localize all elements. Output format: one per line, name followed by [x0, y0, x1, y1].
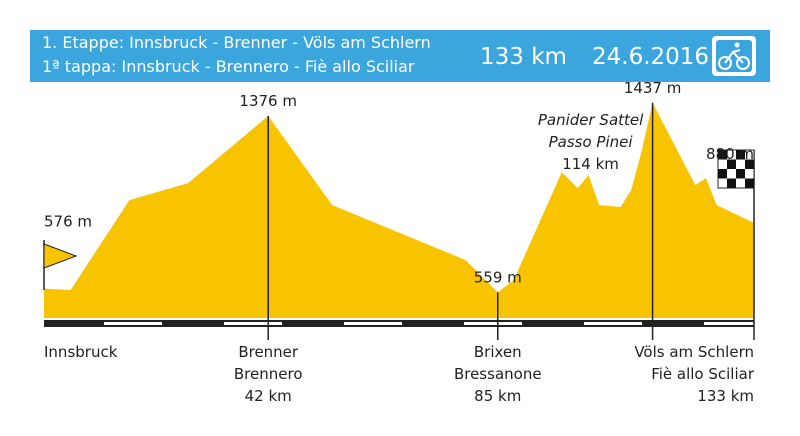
finish-check [718, 169, 727, 179]
summit-name: Panider Sattel [538, 111, 644, 129]
place-km: 42 km [245, 387, 292, 405]
finish-check [718, 150, 727, 160]
finish-check [745, 159, 754, 169]
elevation-label: 576 m [44, 213, 92, 231]
finish-check [736, 169, 745, 179]
place-km: 133 km [697, 387, 754, 405]
title-line-2: 1ª tappa: Innsbruck - Brennero - Fiè all… [42, 57, 415, 76]
elevation-label: 880 m [706, 145, 754, 163]
finish-check [736, 150, 745, 160]
road-segment [344, 322, 402, 325]
road-segment [704, 322, 762, 325]
elevation-label: 1437 m [624, 79, 682, 97]
place-km: 85 km [474, 387, 521, 405]
place-label: Bressanone [454, 365, 542, 383]
finish-check [727, 178, 736, 188]
road-segment [464, 322, 522, 325]
place-label: Brixen [474, 343, 522, 361]
date: 24.6.2016 [592, 44, 709, 70]
elevation-area [44, 102, 754, 318]
title-line-1: 1. Etappe: Innsbruck - Brenner - Völs am… [42, 33, 431, 52]
road-bar [44, 320, 762, 327]
road-segment [104, 322, 162, 325]
header-bar [30, 30, 770, 82]
summit-km: 114 km [562, 155, 619, 173]
road-segment [584, 322, 642, 325]
bike-icon [712, 36, 756, 76]
finish-check [745, 178, 754, 188]
place-label: Fiè allo Sciliar [651, 365, 755, 383]
elevation-label: 1376 m [239, 92, 297, 110]
road-segment [224, 322, 282, 325]
elevation-label: 559 m [474, 268, 522, 286]
place-label: Völs am Schlern [634, 343, 754, 361]
start-flag [43, 243, 78, 269]
place-label: Brenner [238, 343, 299, 361]
summit-name: Passo Pinei [549, 133, 634, 151]
distance: 133 km [480, 44, 567, 70]
place-label: Brennero [234, 365, 303, 383]
finish-check [727, 159, 736, 169]
place-label: Innsbruck [44, 343, 118, 361]
